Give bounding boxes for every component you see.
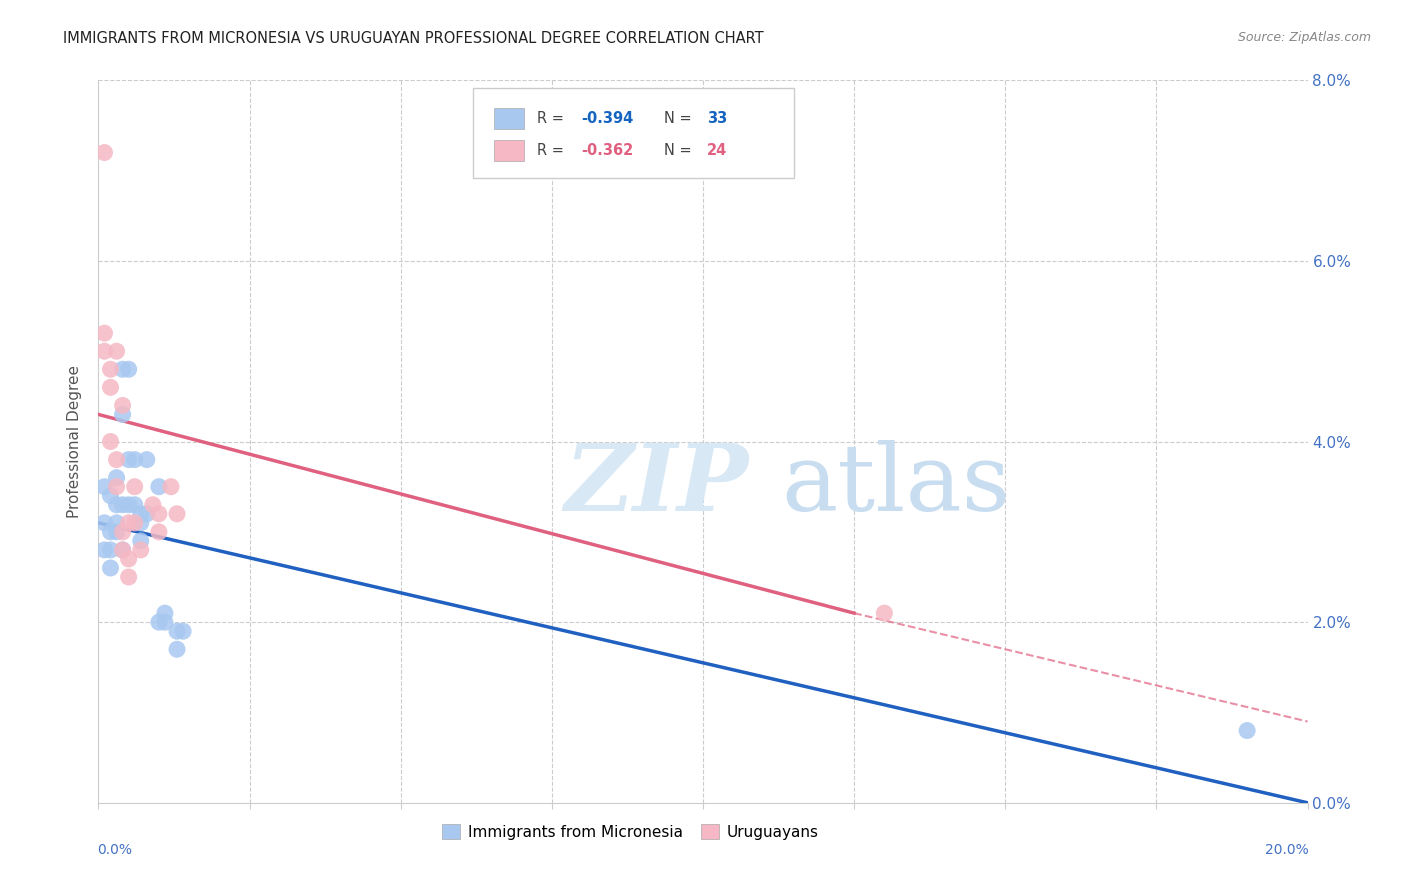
Point: [166, 624, 188, 639]
Point: [1236, 723, 1258, 738]
Point: [105, 344, 128, 359]
Point: [100, 524, 122, 539]
Point: [160, 480, 183, 494]
Point: [124, 452, 146, 467]
Point: [166, 507, 188, 521]
Point: [124, 498, 146, 512]
Point: [129, 507, 152, 521]
Point: [93, 516, 115, 530]
Point: [135, 507, 157, 521]
Point: [118, 570, 141, 584]
Point: [105, 480, 128, 494]
Text: N =: N =: [664, 112, 696, 126]
Point: [153, 606, 176, 620]
Point: [93, 145, 115, 160]
Point: [111, 498, 134, 512]
Point: [124, 516, 146, 530]
Point: [148, 524, 170, 539]
Point: [105, 452, 128, 467]
Text: ZIP: ZIP: [564, 440, 748, 530]
Point: [118, 452, 141, 467]
FancyBboxPatch shape: [494, 139, 524, 161]
Point: [111, 408, 134, 422]
Point: [148, 480, 170, 494]
Point: [172, 624, 194, 639]
FancyBboxPatch shape: [474, 87, 793, 178]
Text: N =: N =: [664, 143, 696, 158]
Point: [129, 542, 152, 557]
Point: [118, 362, 141, 376]
Legend: Immigrants from Micronesia, Uruguayans: Immigrants from Micronesia, Uruguayans: [436, 818, 825, 846]
Point: [100, 542, 122, 557]
Point: [873, 606, 896, 620]
Point: [93, 344, 115, 359]
Point: [105, 471, 128, 485]
Point: [129, 516, 152, 530]
Text: atlas: atlas: [782, 440, 1011, 530]
Text: 20.0%: 20.0%: [1265, 843, 1309, 856]
Text: 24: 24: [707, 143, 727, 158]
Point: [124, 480, 146, 494]
Text: Source: ZipAtlas.com: Source: ZipAtlas.com: [1237, 31, 1371, 45]
Point: [118, 516, 141, 530]
Text: R =: R =: [537, 143, 569, 158]
Point: [148, 615, 170, 630]
Text: 33: 33: [707, 112, 727, 126]
Point: [142, 498, 165, 512]
Point: [100, 561, 122, 575]
Y-axis label: Professional Degree: Professional Degree: [67, 365, 83, 518]
Point: [100, 489, 122, 503]
Text: -0.362: -0.362: [581, 143, 633, 158]
Point: [111, 542, 134, 557]
Point: [93, 326, 115, 340]
Text: -0.394: -0.394: [581, 112, 633, 126]
Point: [111, 524, 134, 539]
Point: [111, 398, 134, 412]
Point: [105, 516, 128, 530]
Point: [129, 533, 152, 548]
Point: [100, 380, 122, 394]
Text: R =: R =: [537, 112, 569, 126]
Point: [93, 480, 115, 494]
Point: [93, 542, 115, 557]
Point: [135, 452, 157, 467]
Point: [105, 524, 128, 539]
Text: IMMIGRANTS FROM MICRONESIA VS URUGUAYAN PROFESSIONAL DEGREE CORRELATION CHART: IMMIGRANTS FROM MICRONESIA VS URUGUAYAN …: [63, 31, 763, 46]
FancyBboxPatch shape: [494, 108, 524, 129]
Point: [111, 362, 134, 376]
Point: [153, 615, 176, 630]
Text: 0.0%: 0.0%: [97, 843, 132, 856]
Point: [148, 507, 170, 521]
Point: [100, 362, 122, 376]
Point: [118, 552, 141, 566]
Point: [100, 434, 122, 449]
Point: [111, 542, 134, 557]
Point: [118, 498, 141, 512]
Point: [166, 642, 188, 657]
Point: [105, 498, 128, 512]
